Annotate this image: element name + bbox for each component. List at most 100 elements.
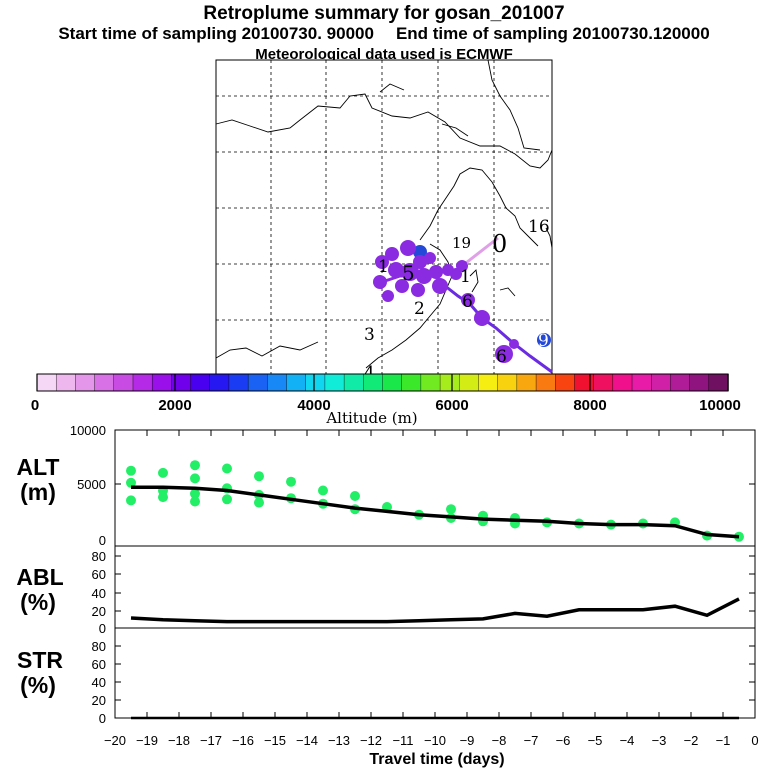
alt-scatter-point [254, 497, 264, 508]
x-tick-label: 0 [751, 733, 758, 748]
colorbar-tick-label: 2000 [158, 397, 191, 414]
map-frame [215, 59, 553, 375]
plume-points [373, 240, 519, 363]
map-label: 19 [452, 234, 471, 252]
x-tick-label: −8 [492, 733, 507, 748]
abl-ytick: 40 [92, 586, 106, 601]
colorbar-cell [286, 373, 307, 392]
colorbar-cell [132, 373, 153, 392]
colorbar-cell [478, 373, 499, 392]
colorbar-cell [651, 373, 672, 392]
colorbar-cell [324, 373, 345, 392]
alt-scatter-point [222, 463, 232, 474]
x-tick-label: −20 [104, 733, 126, 748]
colorbar-tick-label: 4000 [297, 397, 330, 414]
colorbar-cell [670, 373, 691, 392]
str-panel-name: STR [17, 647, 63, 673]
alt-ytick: 0 [99, 533, 106, 548]
x-tick-label: −1 [716, 733, 731, 748]
x-tick-label: −13 [328, 733, 350, 748]
alt-scatter-point [158, 467, 168, 478]
x-tick-label: −18 [168, 733, 190, 748]
colorbar-cell [516, 373, 537, 392]
map-day-labels: 16 19 0 1 2 3 4 6 6 9 5 1 [364, 217, 550, 383]
alt-scatter-point [286, 476, 296, 487]
colorbar-cell [439, 373, 460, 392]
x-axis-label: Travel time (days) [369, 751, 504, 768]
colorbar-cell [631, 373, 652, 392]
sampling-times: Start time of sampling 20100730. 90000 En… [0, 24, 768, 44]
colorbar-cell [267, 373, 288, 392]
abl-y-ticks [115, 555, 755, 612]
colorbar-cell [247, 373, 269, 392]
x-tick-label: −17 [200, 733, 222, 748]
colorbar-tick-label: 6000 [435, 397, 468, 414]
alt-scatter-point [158, 492, 168, 503]
str-ytick: 60 [92, 657, 106, 672]
colorbar-cell [535, 373, 556, 392]
alt-y-tick-labels: 10000 5000 0 [70, 423, 106, 548]
met-data-source: Meteorological data used is ECMWF [255, 46, 513, 63]
alt-scatter-series [126, 460, 744, 542]
x-tick-label: −5 [588, 733, 603, 748]
x-tick-label: −16 [232, 733, 254, 748]
colorbar-cell [94, 373, 115, 392]
str-ytick: 20 [92, 693, 106, 708]
colorbar-cells [36, 373, 729, 392]
x-tick-label: −2 [684, 733, 699, 748]
colorbar-ticks [36, 374, 729, 391]
x-tick-label: −10 [424, 733, 446, 748]
colorbar-cell [305, 373, 326, 392]
x-tick-label: −7 [524, 733, 539, 748]
colorbar-cell [151, 373, 173, 392]
map-gridlines [216, 60, 552, 374]
alt-scatter-point [190, 496, 200, 507]
alt-scatter-point [222, 494, 232, 505]
alt-scatter-point [126, 495, 136, 506]
str-y-tick-labels: 80 60 40 20 0 [92, 639, 106, 726]
alt-scatter-point [318, 485, 328, 496]
colorbar-cell [228, 373, 249, 392]
abl-ytick: 20 [92, 604, 106, 619]
start-sampling: Start time of sampling 20100730. 90000 [58, 24, 374, 43]
alt-ytick: 5000 [77, 477, 106, 492]
abl-y-tick-labels: 80 60 40 20 0 [92, 549, 106, 636]
colorbar-cell [401, 373, 422, 392]
colorbar-cell [55, 373, 77, 392]
blue-plume-points [413, 245, 551, 347]
colorbar-cell [75, 373, 96, 392]
map-label: 6 [496, 347, 507, 367]
map-label: 1 [378, 257, 389, 277]
abl-ytick: 60 [92, 567, 106, 582]
abl-panel-unit: (%) [20, 589, 56, 615]
colorbar-cell [209, 373, 230, 392]
alt-scatter-point [190, 473, 200, 484]
str-y-ticks [115, 645, 755, 701]
alt-y-ticks [115, 429, 755, 485]
panels-frame [114, 429, 756, 719]
colorbar-cell [382, 373, 403, 392]
timeseries-panels: 10000 5000 0 80 60 40 20 0 80 60 [16, 423, 758, 768]
alt-ytick: 10000 [70, 423, 106, 438]
str-ytick: 0 [99, 711, 106, 726]
colorbar-tick-labels: 0 2000 4000 6000 8000 10000 [31, 397, 741, 414]
map-label: 2 [414, 299, 425, 319]
colorbar-label: Altitude (m) [325, 409, 417, 427]
colorbar-cell [612, 373, 633, 392]
abl-panel-name: ABL [16, 564, 63, 590]
colorbar-cell [497, 373, 518, 392]
end-sampling: End time of sampling 20100730.120000 [395, 24, 710, 43]
alt-panel-unit: (m) [20, 479, 56, 505]
colorbar-cell [555, 373, 576, 392]
abl-line [130, 597, 740, 624]
alt-scatter-point [126, 477, 136, 488]
map-label: 1 [460, 267, 471, 287]
colorbar-cell [689, 373, 710, 392]
coastlines [215, 59, 553, 369]
colorbar-tick-label: 8000 [573, 397, 606, 414]
x-tick-label: −6 [556, 733, 571, 748]
x-tick-label: −15 [264, 733, 286, 748]
map-label: 0 [492, 230, 507, 258]
x-tick-label: −19 [136, 733, 158, 748]
